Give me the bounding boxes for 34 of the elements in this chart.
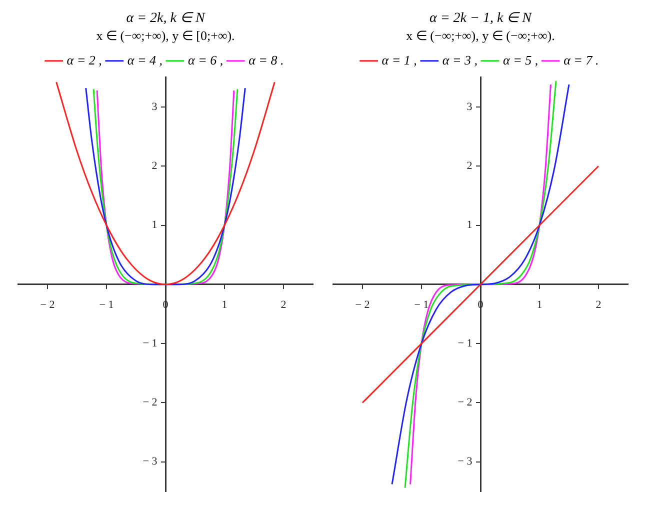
- x-tick-label: − 2: [355, 298, 370, 311]
- chart-title: α = 2k − 1, k ∈ N: [429, 11, 532, 26]
- y-tick-label: − 2: [458, 396, 480, 409]
- chart-subtitle: x ∈ (−∞;+∞), y ∈ (−∞;+∞).: [406, 28, 555, 44]
- y-tick-label: 3: [152, 100, 166, 113]
- x-tick-label: − 1: [414, 298, 429, 311]
- x-tick-label: 2: [596, 298, 602, 311]
- legend-label: α = 6 ,: [188, 52, 224, 68]
- y-tick-label: − 3: [458, 456, 480, 468]
- chart-subtitle: x ∈ (−∞;+∞), y ∈ [0;+∞).: [96, 28, 235, 44]
- y-tick-label: 1: [466, 219, 480, 232]
- x-tick-label: 1: [222, 298, 228, 311]
- line-series: [391, 84, 570, 486]
- y-tick-label: 2: [466, 160, 480, 172]
- y-tick-label: − 1: [458, 337, 480, 350]
- legend-label: α = 7 .: [564, 52, 599, 68]
- x-tick-label: − 2: [40, 298, 55, 311]
- legend-label: α = 2 ,: [66, 52, 102, 68]
- y-tick-label: − 2: [142, 396, 166, 409]
- x-tick-label: − 1: [99, 298, 114, 311]
- y-tick-label: 1: [152, 219, 166, 232]
- legend-label: α = 5 ,: [503, 52, 538, 68]
- y-tick-label: − 1: [142, 337, 166, 350]
- x-tick-label: 1: [536, 298, 542, 311]
- legend-label: α = 1 ,: [382, 52, 417, 68]
- y-tick-label: 3: [466, 100, 480, 113]
- legend-label: α = 3 ,: [442, 52, 478, 68]
- line-series: [56, 81, 276, 286]
- chart-title: α = 2k, k ∈ N: [126, 11, 206, 26]
- legend-label: α = 4 ,: [127, 52, 163, 68]
- legend-label: α = 8 .: [248, 52, 284, 68]
- y-tick-label: 2: [152, 160, 166, 172]
- x-tick-label: 2: [280, 298, 286, 311]
- y-tick-label: − 3: [142, 456, 166, 468]
